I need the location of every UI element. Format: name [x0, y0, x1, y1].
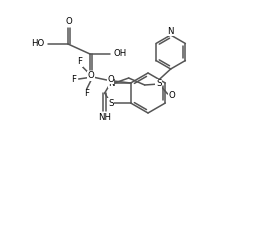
Text: O: O: [107, 74, 114, 84]
Text: F: F: [71, 74, 76, 84]
Text: N: N: [108, 79, 115, 87]
Text: O: O: [88, 71, 94, 81]
Text: S: S: [108, 98, 113, 107]
Text: NH: NH: [98, 114, 111, 123]
Text: HO: HO: [31, 39, 44, 49]
Text: O: O: [66, 17, 72, 27]
Text: O: O: [168, 92, 175, 101]
Text: F: F: [84, 90, 89, 98]
Text: N: N: [167, 27, 174, 35]
Text: OH: OH: [113, 49, 127, 58]
Text: F: F: [77, 57, 82, 66]
Text: S: S: [156, 79, 161, 88]
